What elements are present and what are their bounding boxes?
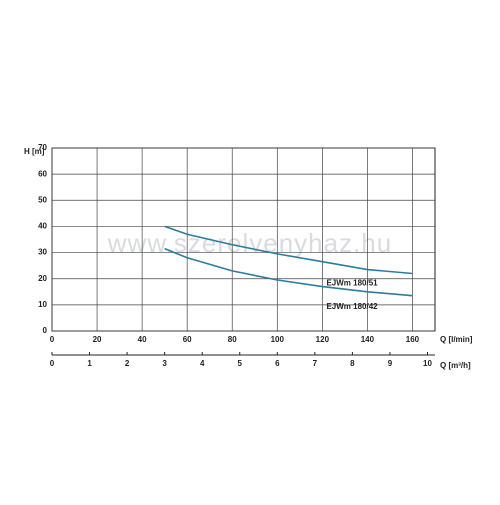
watermark: www.szerelvenyhaz.hu [107, 228, 392, 258]
x2-tick-label: 8 [350, 359, 355, 368]
x2-tick-label: 3 [162, 359, 167, 368]
x2-tick-label: 5 [238, 359, 243, 368]
x-tick-label: 0 [50, 335, 55, 344]
curve [164, 225, 413, 275]
x2-tick-label: 10 [423, 359, 432, 368]
x-tick-label: 100 [271, 335, 285, 344]
curve [164, 247, 413, 297]
x2-tick-label: 9 [388, 359, 393, 368]
x2-tick-label: 1 [87, 359, 92, 368]
x2-tick-label: 2 [125, 359, 130, 368]
y-tick-label: 50 [38, 195, 47, 204]
series-label: EJWm 180/42 [326, 302, 378, 311]
y-tick-label: 10 [38, 300, 47, 309]
x2-axis-label: Q [m³/h] [440, 361, 471, 370]
x2-tick-label: 4 [200, 359, 205, 368]
y-tick-label: 20 [38, 274, 47, 283]
x-axis-label: Q [l/min] [440, 335, 473, 344]
x-tick-label: 80 [228, 335, 237, 344]
x-tick-label: 120 [316, 335, 330, 344]
x-tick-label: 20 [93, 335, 102, 344]
x2-tick-label: 6 [275, 359, 280, 368]
x2-tick-label: 7 [313, 359, 318, 368]
y-tick-label: 70 [38, 143, 47, 152]
x-tick-label: 60 [183, 335, 192, 344]
x-tick-label: 140 [361, 335, 375, 344]
y-tick-label: 40 [38, 222, 47, 231]
series-label: EJWm 180/51 [326, 279, 378, 288]
y-tick-label: 0 [43, 326, 48, 335]
y-tick-label: 60 [38, 169, 47, 178]
y-axis-label: H [m] [24, 147, 45, 156]
y-tick-label: 30 [38, 248, 47, 257]
x2-tick-label: 0 [50, 359, 55, 368]
x-tick-label: 160 [406, 335, 420, 344]
x-tick-label: 40 [138, 335, 147, 344]
